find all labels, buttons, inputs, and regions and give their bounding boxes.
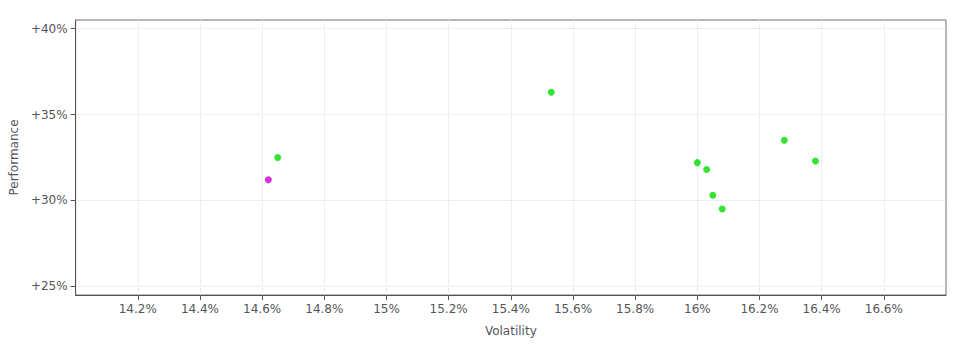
svg-text:15.2%: 15.2% (430, 302, 468, 316)
svg-text:15.8%: 15.8% (616, 302, 654, 316)
svg-text:14.6%: 14.6% (243, 302, 281, 316)
svg-text:16.2%: 16.2% (740, 302, 778, 316)
svg-text:+30%: +30% (31, 193, 68, 207)
svg-text:14.4%: 14.4% (181, 302, 219, 316)
svg-text:16.4%: 16.4% (803, 302, 841, 316)
svg-text:16.6%: 16.6% (865, 302, 903, 316)
svg-text:15.4%: 15.4% (492, 302, 530, 316)
svg-text:+35%: +35% (31, 108, 68, 122)
svg-text:15%: 15% (373, 302, 400, 316)
svg-text:16%: 16% (684, 302, 711, 316)
svg-text:+40%: +40% (31, 22, 68, 36)
svg-text:+25%: +25% (31, 279, 68, 293)
svg-text:Volatility: Volatility (485, 324, 537, 338)
svg-text:14.2%: 14.2% (119, 302, 157, 316)
svg-text:Performance: Performance (7, 119, 21, 195)
svg-text:15.6%: 15.6% (554, 302, 592, 316)
svg-text:14.8%: 14.8% (305, 302, 343, 316)
